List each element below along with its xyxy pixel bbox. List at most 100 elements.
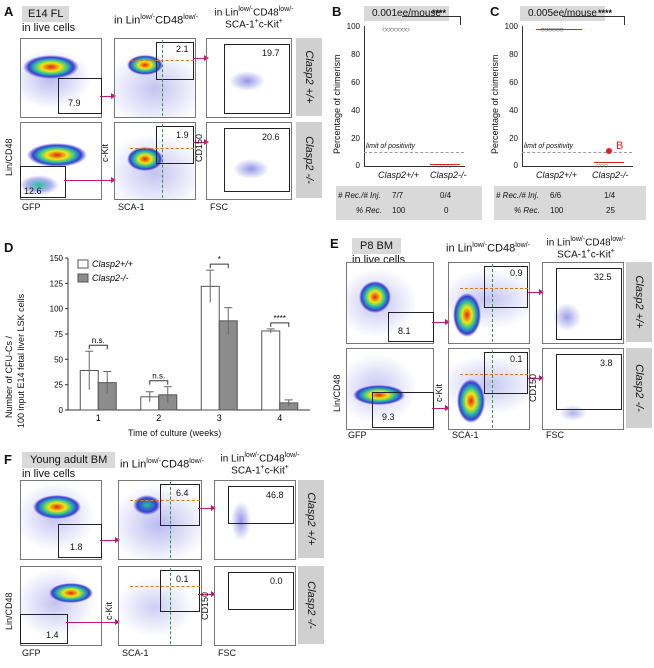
panel-d-sig-bracket	[270, 322, 290, 327]
panel-a-letter: A	[4, 4, 14, 19]
panel-e-side-wt: Clasp2 +/+	[626, 262, 652, 342]
panel-b-tag: 0.001ee/mouse	[364, 6, 449, 21]
panel-a-ko-live-plot	[20, 122, 102, 200]
panel-b-ytick-60: 60	[351, 78, 360, 87]
panel-b-letter: B	[332, 4, 342, 19]
panel-c-row2-wt: 100	[550, 206, 564, 215]
panel-a-ylabel3: CD150	[194, 133, 204, 162]
panel-c-sig: ****	[598, 8, 613, 18]
panel-d-ylabel1: Number of CFU-Cs /	[4, 335, 14, 418]
panel-e-ko-gate2: 0.1	[510, 354, 523, 364]
panel-d-bar	[218, 320, 238, 411]
panel-a-tag: E14 FL	[22, 6, 70, 22]
panel-d-ylabel2: 100 input E14 fetal liver LSK cells	[16, 293, 26, 428]
panel-b-sig: ****	[432, 8, 447, 18]
panel-e-ylabel3: CD150	[528, 373, 538, 402]
panel-b-axes	[364, 26, 465, 167]
panel-b-ko-mean	[430, 164, 460, 165]
panel-f-ko-gate2: 0.1	[176, 574, 189, 584]
panel-a-ko-lsk-plot	[206, 122, 292, 200]
panel-e-wt-live-plot	[346, 262, 434, 344]
panel-c-row1-ko: 1/4	[604, 191, 616, 200]
panel-c-tag: 0.005ee/mouse	[520, 6, 605, 21]
panel-b-table	[336, 186, 482, 220]
panel-f-ylabel1: Lin/CD48	[4, 592, 14, 630]
panel-d-sig-label: *	[218, 255, 221, 264]
panel-b-wt-points: ○○○○○○○	[382, 25, 410, 34]
panel-a-wt-lin-plot	[114, 38, 196, 118]
panel-e-xlabel3: FSC	[546, 430, 564, 440]
panel-a-ko-lin-plot	[114, 122, 196, 200]
panel-e-col2-title: in Linlow/-CD48low/-	[446, 242, 530, 255]
panel-c-letter: C	[490, 4, 500, 19]
panel-d-xtick-label: 3	[217, 413, 222, 423]
panel-b-ytick-0: 0	[355, 161, 360, 170]
panel-f-wt-lsk-plot	[214, 480, 296, 560]
panel-f-ko-gate1: 1.4	[46, 630, 59, 640]
panel-a-wt-lsk-plot	[206, 38, 292, 118]
panel-c-ytick-40: 40	[509, 106, 518, 115]
panel-f-xlabel3: FSC	[218, 648, 236, 658]
panel-d-sig-bracket	[149, 380, 169, 385]
panel-e-wt-lin-plot	[448, 262, 530, 344]
panel-f-ylabel3: CD150	[200, 591, 210, 620]
panel-b-row1-wt: 7/7	[392, 191, 404, 200]
panel-c-table	[494, 186, 646, 220]
panel-f-ylabel2: c-Kit	[104, 602, 114, 620]
panel-f-wt-gate3: 46.8	[266, 490, 284, 500]
panel-d-legend-label-ko: Clasp2-/-	[92, 273, 129, 283]
panel-c-ytick-60: 60	[509, 78, 518, 87]
panel-b-limit-label: limit of positivity	[366, 143, 416, 150]
panel-b-ytick-80: 80	[351, 50, 360, 59]
panel-d-xtick-label: 2	[156, 413, 161, 423]
panel-f-letter: F	[4, 452, 12, 467]
panel-d-xtick-label: 4	[277, 413, 282, 423]
panel-d-legend-swatch-ko	[77, 273, 89, 283]
panel-a-xlabel2: SCA-1	[118, 202, 145, 212]
panel-e-ko-gate3: 3.8	[600, 358, 613, 368]
panel-d-sig-bracket	[209, 263, 229, 269]
panel-e-letter: E	[330, 236, 339, 251]
panel-d-xtick-label: 1	[96, 413, 101, 423]
panel-d-ytick-label: 150	[50, 254, 64, 263]
panel-d-ytick-label: 100	[50, 305, 64, 314]
panel-c-ko-mean	[594, 162, 624, 163]
panel-c-ytick-80: 80	[509, 50, 518, 59]
panel-d-bar	[200, 285, 220, 411]
panel-f-col2-title: in Linlow/-CD48low/-	[120, 458, 204, 471]
panel-f-ko-gate3: 0.0	[270, 576, 283, 586]
panel-b-sig-bracket	[402, 16, 461, 25]
panel-f-wt-gate2: 6.4	[176, 488, 189, 498]
panel-e-ylabel1: Lin/CD48	[332, 374, 342, 412]
panel-f-col3-title: in Linlow/-CD48low/- SCA-1+c-Kit+	[220, 452, 300, 477]
panel-a-ko-gate3: 20.6	[262, 132, 280, 142]
panel-d-sig-label: n.s.	[92, 336, 105, 345]
panel-e-wt-lsk-plot	[542, 262, 624, 344]
panel-d-letter: D	[4, 240, 14, 255]
panel-f-wt-gate1: 1.8	[70, 542, 83, 552]
panel-e-tag: P8 BM	[352, 238, 402, 254]
panel-e-wt-gate3: 32.5	[594, 272, 612, 282]
panel-c-row1-label: # Rec./# Inj.	[496, 191, 539, 200]
panel-d-chart: 0 25 50 75 100 125 150 1 n.s. 2 n.s. 3 * 4 **** Clasp2+…	[50, 254, 310, 423]
panel-e-ko-live-plot	[346, 348, 434, 430]
panel-b-ytick-20: 20	[351, 134, 360, 143]
panel-c-limit-line	[522, 152, 632, 153]
panel-a-ylabel1: Lin/CD48	[4, 138, 14, 176]
panel-d-legend-swatch-wt	[77, 259, 89, 269]
panel-c-ytick-20: 20	[509, 134, 518, 143]
panel-c-row2-ko: 25	[606, 206, 615, 215]
panel-a-ko-gate2: 1.9	[176, 130, 189, 140]
panel-e-xlabel2: SCA-1	[452, 430, 479, 440]
panel-e-col3-title: in Linlow/-CD48low/- SCA-1+c-Kit+	[546, 236, 626, 261]
panel-b-limit-line	[364, 152, 464, 153]
panel-c-sig-bracket	[562, 16, 625, 25]
panel-a-wt-gate2: 2.1	[176, 44, 189, 54]
panel-d-sig-bracket	[88, 344, 108, 350]
panel-b-row2-ko: 0	[444, 206, 449, 215]
panel-b-ytick-40: 40	[351, 106, 360, 115]
panel-c-row1-wt: 6/6	[550, 191, 562, 200]
panel-c-ko-positive-point	[606, 148, 612, 154]
panel-f-xlabel2: SCA-1	[122, 648, 149, 658]
panel-f-side-wt: Clasp2 +/+	[298, 480, 324, 558]
